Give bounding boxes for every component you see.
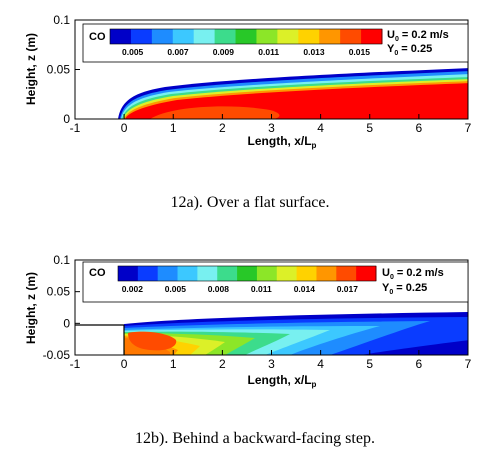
panel-a-colorbar-swatch: [361, 29, 383, 44]
panel-b-colorbar-labels: 0.002 0.005 0.008 0.011 0.014 0.017: [122, 284, 359, 294]
panel-b-x-tick-label: 3: [268, 357, 275, 371]
panel-b-colorbar-label: 0.005: [165, 284, 187, 294]
panel-b-x-tick-label: 5: [366, 357, 373, 371]
panel-b-colorbar-swatch: [177, 266, 198, 281]
panel-b-x-tick-label: 6: [416, 357, 423, 371]
panel-b-y-tick-label: 0.1: [53, 253, 70, 267]
panel-a-x-tick-label: 2: [219, 121, 226, 135]
panel-a-y-tick-label: 0: [63, 112, 70, 126]
panel-a-param-y: Y0 = 0.25: [387, 43, 432, 57]
panel-b-field: [75, 312, 468, 355]
panel-b-legend: CO 0.002 0.005 0.008 0.011 0.014 0.017 U0 = 0…: [82, 261, 469, 303]
panel-b-colorbar-swatch: [356, 266, 377, 281]
panel-a-colorbar-swatch: [130, 29, 153, 44]
panel-a-colorbar-swatch: [172, 29, 195, 44]
panel-b-colorbar-swatch: [237, 266, 258, 281]
panel-a-field: [118, 68, 468, 119]
panel-b-colorbar-swatch: [336, 266, 357, 281]
panel-a-colorbar-swatch: [340, 29, 362, 44]
panel-b-x-axis-label: Length, x/Lp: [248, 373, 317, 389]
panel-a-x-tick-label: 6: [416, 121, 423, 135]
panel-b-colorbar-swatch: [256, 266, 278, 281]
panel-b: CO 0.002 0.005 0.008 0.011 0.014 0.017 U0 = 0…: [24, 253, 472, 447]
panel-b-colorbar-swatch: [316, 266, 337, 281]
panel-b-colorbar-label: 0.002: [122, 284, 144, 294]
panel-b-colorbar-label: 0.011: [251, 284, 272, 294]
panel-b-axes: -1 0 1 2 3 4 5 6 7 -0.05 0 0.05 0.1: [43, 253, 472, 371]
panel-b-caption: 12b). Behind a backward-facing step.: [135, 430, 375, 447]
panel-a-x-tick-label: 4: [317, 121, 324, 135]
panel-a-legend: CO 0.005 0.007 0.009 0.011 0.013 0.015 U0 = 0…: [82, 23, 469, 63]
panel-b-legend-species: CO: [89, 267, 106, 279]
panel-a-param-u: U0 = 0.2 m/s: [387, 29, 449, 43]
panel-b-param-u: U0 = 0.2 m/s: [382, 267, 444, 281]
panel-b-colorbar-swatch: [296, 266, 317, 281]
panel-a-y-tick-label: 0.1: [53, 13, 70, 27]
panel-a-colorbar-label: 0.015: [349, 47, 371, 57]
panel-a-colorbar: [109, 28, 383, 45]
panel-a-colorbar-swatch: [110, 29, 132, 44]
panel-b-y-tick-label: -0.05: [43, 348, 71, 362]
panel-a-caption: 12a). Over a flat surface.: [170, 194, 329, 211]
panel-b-step: [75, 325, 124, 355]
panel-b-colorbar-label: 0.014: [294, 284, 316, 294]
panel-b-x-tick-label: 0: [121, 357, 128, 371]
panel-b-x-tick-label: 1: [170, 357, 177, 371]
panel-b-param-y: Y0 = 0.25: [382, 282, 427, 296]
panel-a-colorbar-swatch: [151, 29, 174, 44]
panel-a-x-axis-label: Length, x/Lp: [248, 134, 317, 150]
panel-a-blob: [150, 106, 280, 119]
panel-b-colorbar-swatch: [217, 266, 238, 281]
panel-a-colorbar-label: 0.009: [213, 47, 235, 57]
panel-b-colorbar-swatch: [137, 266, 159, 281]
panel-a-colorbar-swatch: [214, 29, 237, 44]
panel-a-x-tick-label: 3: [268, 121, 275, 135]
panel-a-colorbar-swatch: [235, 29, 257, 44]
panel-b-y-tick-label: 0.05: [47, 285, 71, 299]
panel-b-x-tick-label: 7: [465, 357, 472, 371]
panel-a-legend-species: CO: [89, 31, 106, 43]
panel-a-colorbar-label: 0.007: [167, 47, 189, 57]
panel-a-colorbar-swatch: [193, 29, 216, 44]
panel-b-colorbar-label: 0.008: [208, 284, 230, 294]
panel-a-y-tick-label: 0.05: [47, 63, 71, 77]
panel-a-x-tick-label: 0: [121, 121, 128, 135]
panel-a-x-tick-label: 1: [170, 121, 177, 135]
panel-b-colorbar-swatch: [276, 266, 298, 281]
panel-a-colorbar-label: 0.011: [258, 47, 279, 57]
panel-a-colorbar-labels: 0.005 0.007 0.009 0.011 0.013 0.015: [122, 47, 370, 57]
panel-a: CO 0.005 0.007 0.009 0.011 0.013 0.015 U0 = 0…: [24, 13, 472, 211]
panel-b-x-tick-label: 4: [317, 357, 324, 371]
panel-b-colorbar-swatch: [157, 266, 179, 281]
panel-a-colorbar-label: 0.005: [122, 47, 144, 57]
panel-a-x-tick-label: 7: [465, 121, 472, 135]
panel-b-colorbar-label: 0.017: [337, 284, 359, 294]
panel-a-colorbar-swatch: [319, 29, 341, 44]
panel-b-colorbar-swatch: [118, 266, 139, 281]
panel-a-colorbar-swatch: [277, 29, 299, 44]
panel-a-colorbar-label: 0.013: [303, 47, 325, 57]
panel-a-colorbar-swatch: [256, 29, 278, 44]
panel-b-x-tick-label: -1: [70, 357, 81, 371]
panel-b-x-tick-label: 2: [219, 357, 226, 371]
panel-b-colorbar-swatch: [197, 266, 218, 281]
panel-a-axes: -1 0 1 2 3 4 5 6 700.050.1: [47, 13, 472, 135]
panel-a-colorbar-frame: [109, 28, 383, 45]
panel-a-colorbar-swatch: [298, 29, 320, 44]
panel-b-colorbar: [117, 265, 377, 282]
panel-a-x-tick-label: 5: [366, 121, 373, 135]
panel-b-core: [128, 331, 177, 351]
panel-b-y-axis-label: Height, z (m): [24, 272, 38, 344]
panel-b-colorbar-frame: [117, 265, 377, 282]
panel-a-y-axis-label: Height, z (m): [24, 33, 38, 105]
panel-b-y-tick-label: 0: [63, 316, 70, 330]
panel-a-x-tick-label: -1: [70, 121, 81, 135]
